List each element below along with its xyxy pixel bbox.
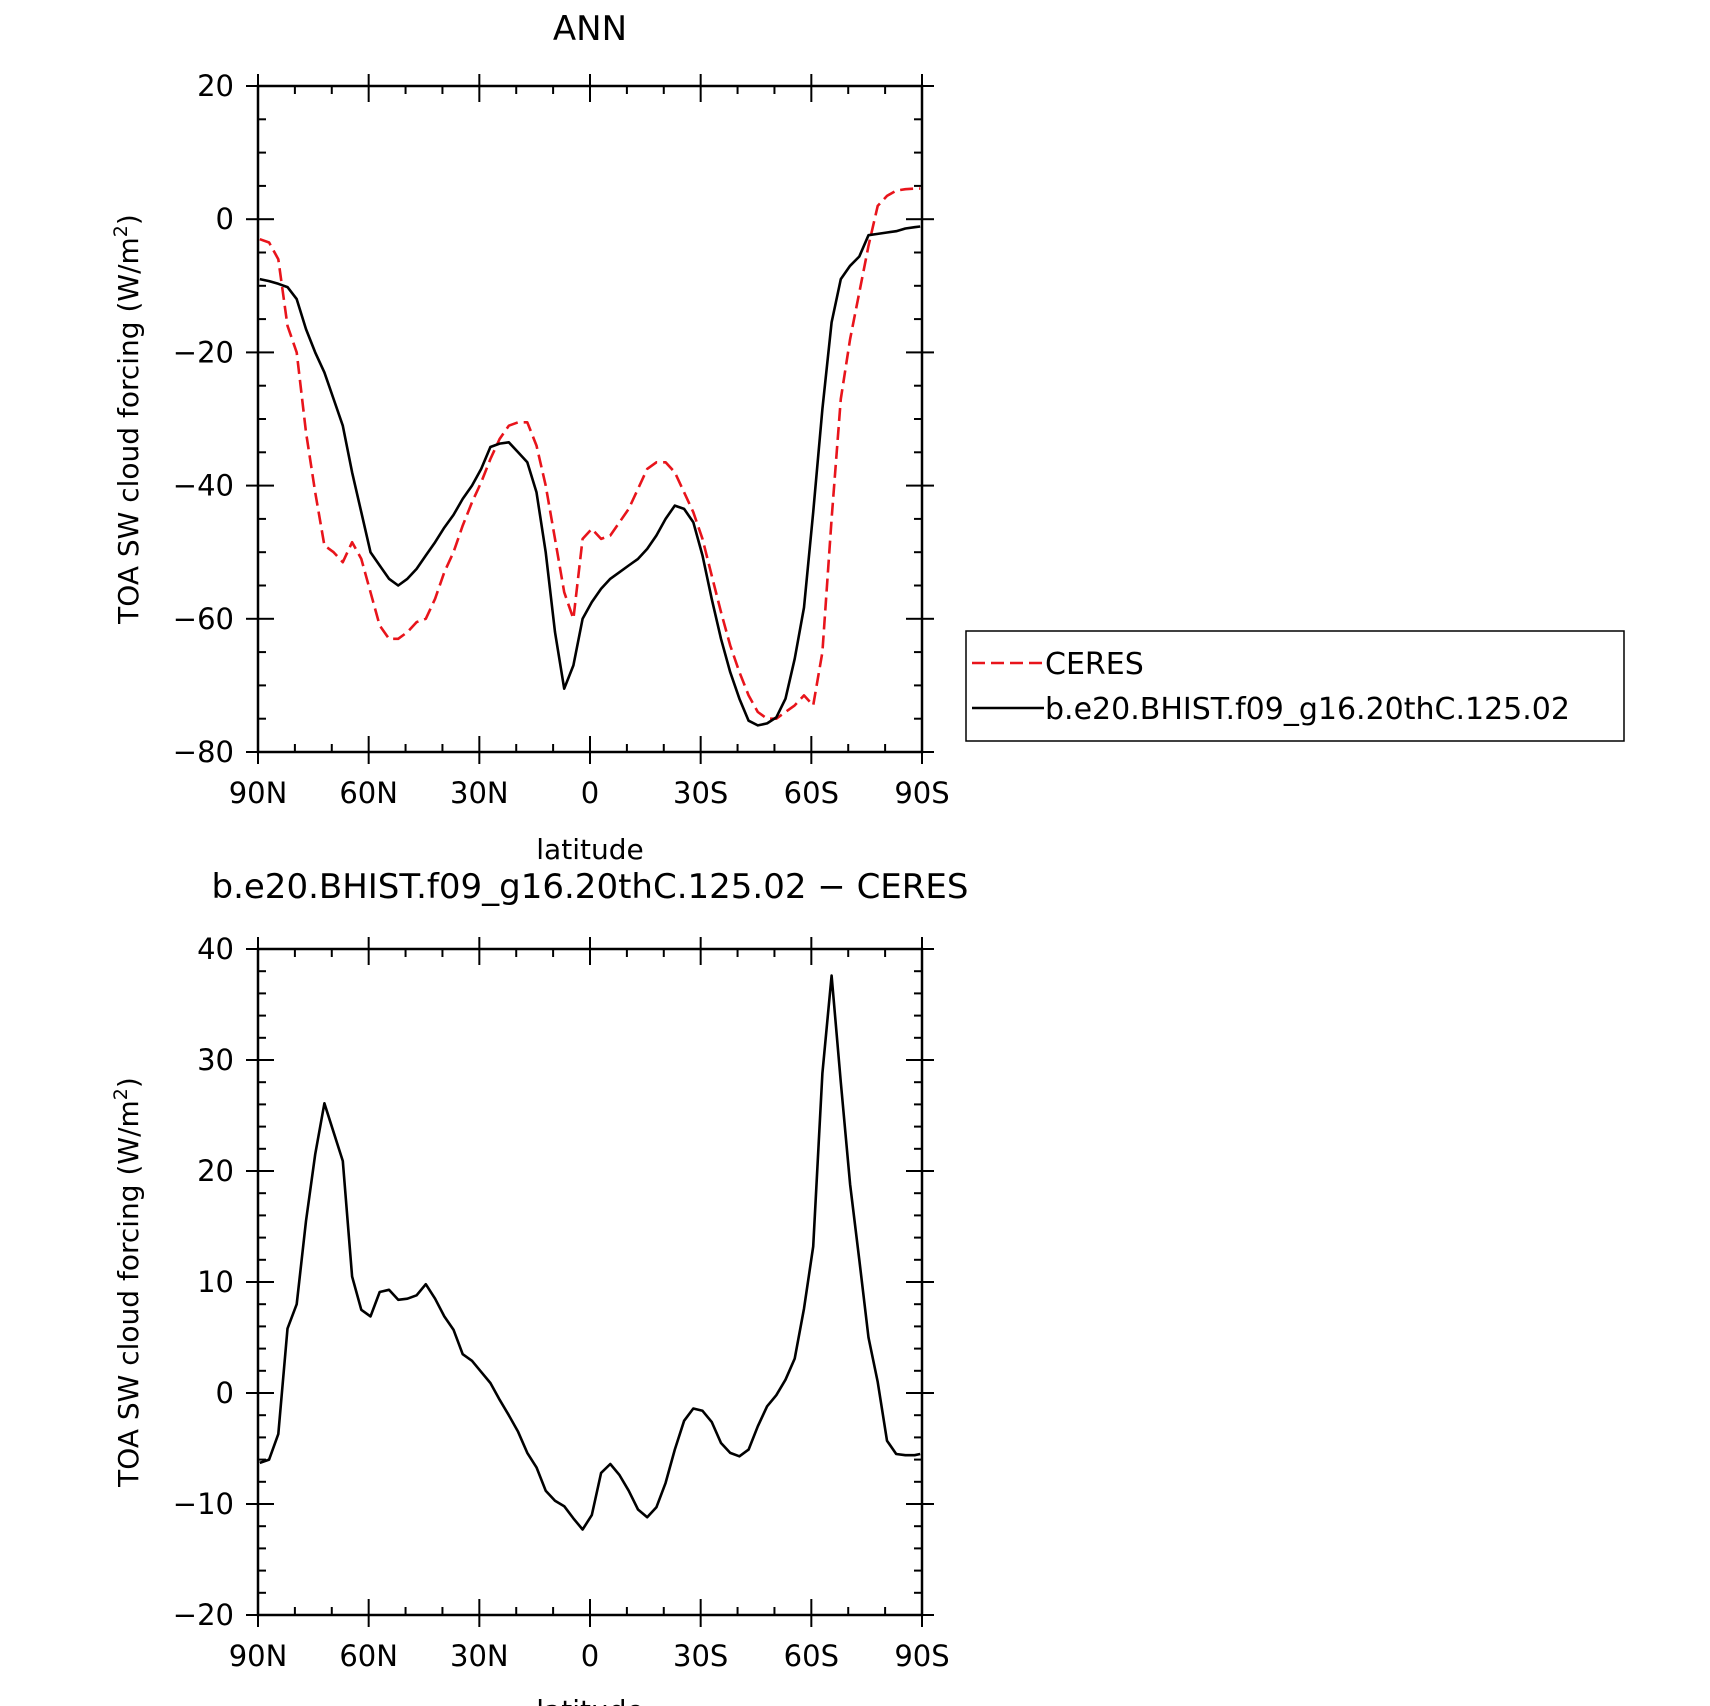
top-plot-area: 20 0 −20 −40 −60 −80 90N 60N 30N 0 30S 60S 90S xyxy=(173,69,950,810)
y-tick-label: 20 xyxy=(197,1154,234,1188)
x-tick-label: 60N xyxy=(339,776,398,810)
x-tick-label: 90S xyxy=(894,776,949,810)
x-tick-label: 90N xyxy=(229,776,288,810)
x-tick-label: 60S xyxy=(784,1639,839,1673)
bottom-x-axis-title: latitude xyxy=(536,1694,643,1706)
y-tick-label: 0 xyxy=(216,202,234,236)
x-tick-label: 30S xyxy=(673,776,728,810)
x-tick-label: 90S xyxy=(894,1639,949,1673)
series-line-ceres xyxy=(259,187,921,721)
series-line-difference xyxy=(259,974,921,1531)
series-line-b-e20-bhist-f09-g16-20thc-125-02 xyxy=(259,225,921,727)
x-tick-label: 0 xyxy=(581,776,599,810)
top-x-axis-title: latitude xyxy=(536,833,643,866)
top-panel: ANN 20 0 −20 −40 −60 −80 90N 60N 30N 0 30S 60S 90S l… xyxy=(110,9,1625,866)
x-tick-label: 30N xyxy=(450,776,509,810)
y-tick-label: −10 xyxy=(173,1487,234,1521)
top-plot-frame xyxy=(256,84,924,754)
x-tick-label: 30S xyxy=(673,1639,728,1673)
x-tick-label: 90N xyxy=(229,1639,288,1673)
x-tick-label: 60N xyxy=(339,1639,398,1673)
y-tick-label: 10 xyxy=(197,1265,234,1299)
x-tick-label: 60S xyxy=(784,776,839,810)
legend-label-ceres: CERES xyxy=(1045,647,1144,682)
y-tick-label: −60 xyxy=(173,602,234,636)
y-tick-label: 20 xyxy=(197,69,234,103)
y-tick-label: 30 xyxy=(197,1043,234,1077)
legend-box xyxy=(965,630,1625,742)
bottom-panel: b.e20.BHIST.f09_g16.20thC.125.02 − CERES… xyxy=(110,867,968,1706)
bottom-y-axis-title: TOA SW cloud forcing (W/m2) xyxy=(110,1077,145,1488)
y-tick-label: −40 xyxy=(173,469,234,503)
top-y-axis-title: TOA SW cloud forcing (W/m2) xyxy=(110,214,145,625)
bottom-plot-frame xyxy=(256,947,924,1617)
x-tick-label: 30N xyxy=(450,1639,509,1673)
y-tick-label: 40 xyxy=(197,932,234,966)
x-tick-label: 0 xyxy=(581,1639,599,1673)
y-tick-label: −80 xyxy=(173,735,234,769)
y-tick-label: 0 xyxy=(216,1376,234,1410)
y-tick-label: −20 xyxy=(173,335,234,369)
legend-label-model: b.e20.BHIST.f09_g16.20thC.125.02 xyxy=(1045,692,1570,727)
bottom-plot-area: 40 30 20 10 0 −10 −20 90N 60N 30N 0 30S 60S 90S xyxy=(173,932,950,1673)
y-tick-label: −20 xyxy=(173,1598,234,1632)
legend: CERES b.e20.BHIST.f09_g16.20thC.125.02 xyxy=(965,630,1625,742)
bottom-panel-title: b.e20.BHIST.f09_g16.20thC.125.02 − CERES xyxy=(212,867,969,907)
top-panel-title: ANN xyxy=(553,9,627,49)
